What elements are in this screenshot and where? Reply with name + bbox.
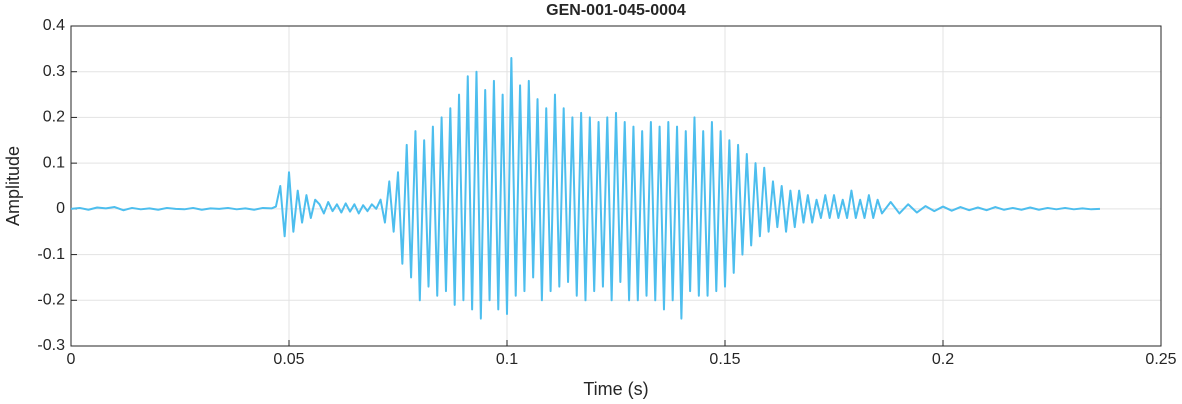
y-axis-label: Amplitude (3, 146, 23, 226)
x-axis-label: Time (s) (583, 379, 648, 399)
y-tick-label: -0.1 (37, 246, 65, 263)
x-tick-label: 0.2 (932, 351, 954, 368)
x-tick-label: 0 (67, 351, 76, 368)
waveform-line (70, 57, 1101, 320)
y-tick-label: 0.2 (43, 109, 65, 126)
x-tick-label: 0.15 (709, 351, 740, 368)
y-tick-label: 0.1 (43, 154, 65, 171)
x-tick-label: 0.05 (273, 351, 304, 368)
chart-title: GEN-001-045-0004 (546, 2, 686, 19)
x-tick-label: 0.1 (496, 351, 518, 368)
plot-frame (70, 25, 1162, 347)
y-tick-label: 0 (56, 200, 65, 217)
y-tick-label: -0.2 (37, 292, 65, 309)
y-tick-label: -0.3 (37, 337, 65, 354)
y-tick-label: 0.4 (43, 17, 65, 34)
y-tick-label: 0.3 (43, 63, 65, 80)
x-tick-label: 0.25 (1145, 351, 1176, 368)
